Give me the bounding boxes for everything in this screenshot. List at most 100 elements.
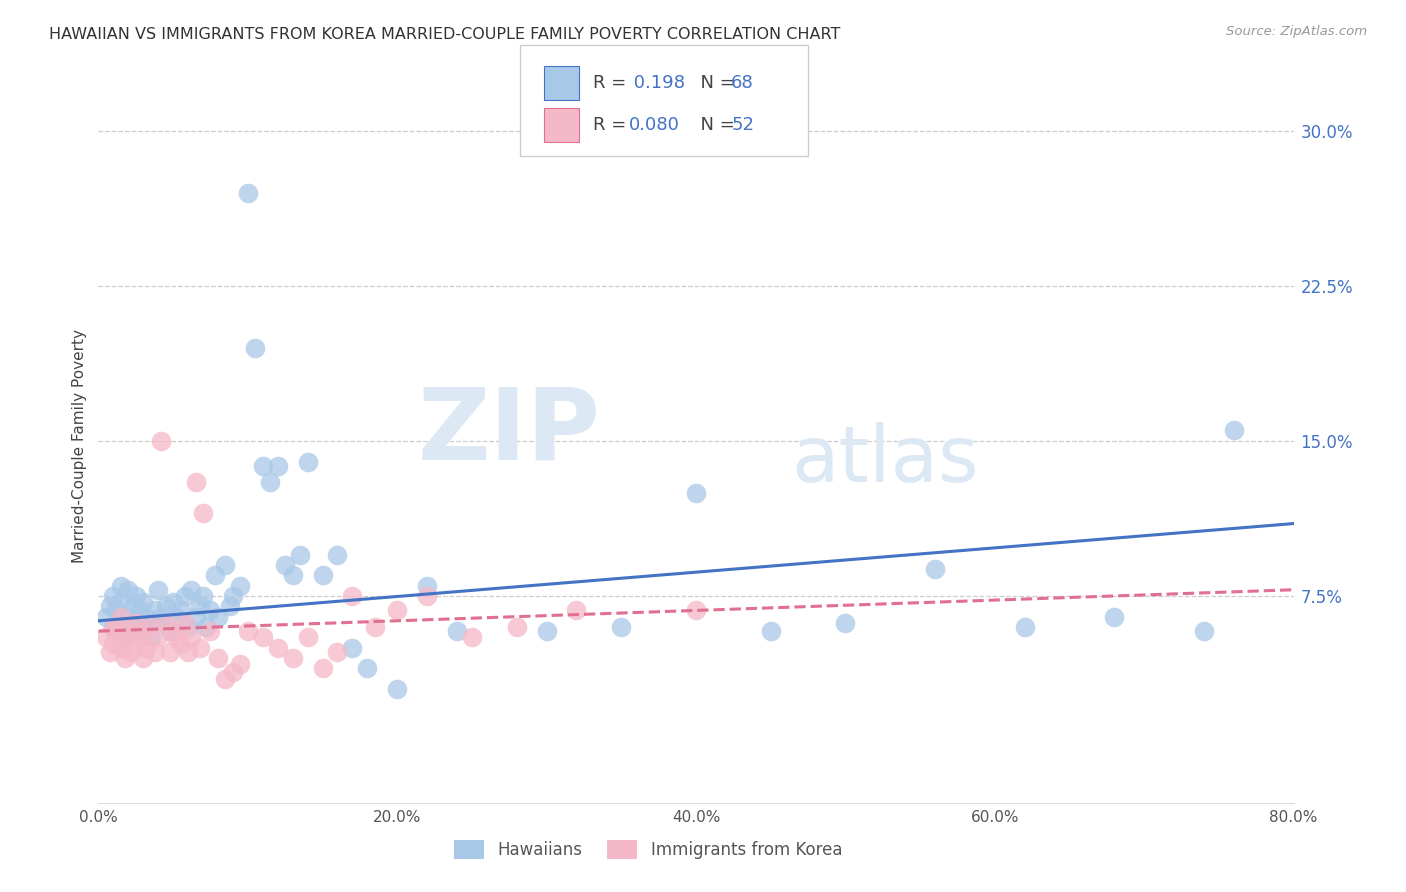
Point <box>342 640 364 655</box>
Text: 0.198: 0.198 <box>628 74 686 92</box>
Point <box>132 595 155 609</box>
Point <box>267 458 290 473</box>
Point <box>191 506 214 520</box>
Point <box>180 582 202 597</box>
Point <box>117 630 139 644</box>
Point <box>297 454 319 468</box>
Point <box>105 603 128 617</box>
Point <box>214 672 236 686</box>
Point <box>356 661 378 675</box>
Point <box>162 595 184 609</box>
Point <box>259 475 281 490</box>
Point <box>191 589 214 603</box>
Point <box>759 624 782 639</box>
Point <box>236 624 259 639</box>
Point <box>155 599 177 614</box>
Point <box>281 568 304 582</box>
Text: R =: R = <box>593 74 633 92</box>
Point <box>252 630 274 644</box>
Point <box>236 186 259 200</box>
Text: ZIP: ZIP <box>418 384 600 480</box>
Point <box>114 630 136 644</box>
Point <box>117 582 139 597</box>
Point <box>129 603 152 617</box>
Point <box>105 624 128 639</box>
Y-axis label: Married-Couple Family Poverty: Married-Couple Family Poverty <box>72 329 87 563</box>
Point <box>610 620 633 634</box>
Point <box>94 630 117 644</box>
Point <box>1192 624 1215 639</box>
Point <box>98 645 122 659</box>
Point <box>207 609 229 624</box>
Point <box>135 640 157 655</box>
Point <box>200 603 222 617</box>
Point <box>143 645 166 659</box>
Point <box>110 579 132 593</box>
Point <box>103 620 125 634</box>
Point <box>342 589 364 603</box>
Point <box>125 636 148 650</box>
Point <box>834 615 856 630</box>
Text: HAWAIIAN VS IMMIGRANTS FROM KOREA MARRIED-COUPLE FAMILY POVERTY CORRELATION CHAR: HAWAIIAN VS IMMIGRANTS FROM KOREA MARRIE… <box>49 27 841 42</box>
Point <box>103 636 125 650</box>
Point <box>565 603 588 617</box>
Text: 52: 52 <box>731 116 754 134</box>
Point <box>184 609 207 624</box>
Point <box>204 568 226 582</box>
Point <box>169 603 191 617</box>
Point <box>110 640 132 655</box>
Point <box>195 620 218 634</box>
Point <box>180 630 202 644</box>
Point <box>103 589 125 603</box>
Point <box>139 620 162 634</box>
Point <box>155 615 177 630</box>
Point <box>125 615 148 630</box>
Point <box>200 624 222 639</box>
Point <box>252 458 274 473</box>
Point <box>139 630 162 644</box>
Point <box>162 624 184 639</box>
Text: 68: 68 <box>731 74 754 92</box>
Point <box>174 589 197 603</box>
Point <box>1223 424 1246 438</box>
Point <box>288 548 311 562</box>
Point <box>385 603 409 617</box>
Point <box>267 640 290 655</box>
Point <box>148 630 170 644</box>
Point <box>281 651 304 665</box>
Text: R =: R = <box>593 116 633 134</box>
Point <box>98 599 122 614</box>
Point <box>177 620 200 634</box>
Legend: Hawaiians, Immigrants from Korea: Hawaiians, Immigrants from Korea <box>447 833 849 866</box>
Point <box>364 620 387 634</box>
Point <box>150 609 173 624</box>
Text: 0.080: 0.080 <box>628 116 679 134</box>
Point <box>120 615 142 630</box>
Point <box>184 475 207 490</box>
Point <box>110 595 132 609</box>
Point <box>103 620 125 634</box>
Point <box>150 434 173 448</box>
Point <box>297 630 319 644</box>
Point <box>326 645 349 659</box>
Point <box>416 579 439 593</box>
Point <box>159 645 181 659</box>
Point <box>117 624 139 639</box>
Point <box>219 599 242 614</box>
Point <box>685 485 707 500</box>
Point <box>222 665 245 680</box>
Point <box>120 645 142 659</box>
Point <box>129 624 152 639</box>
Point <box>148 615 170 630</box>
Point <box>1104 609 1126 624</box>
Text: atlas: atlas <box>792 422 979 499</box>
Point <box>143 603 166 617</box>
Point <box>311 661 333 675</box>
Point <box>188 599 211 614</box>
Point <box>159 624 181 639</box>
Point <box>461 630 484 644</box>
Point <box>274 558 297 572</box>
Point <box>117 609 139 624</box>
Point <box>165 609 187 624</box>
Point <box>446 624 468 639</box>
